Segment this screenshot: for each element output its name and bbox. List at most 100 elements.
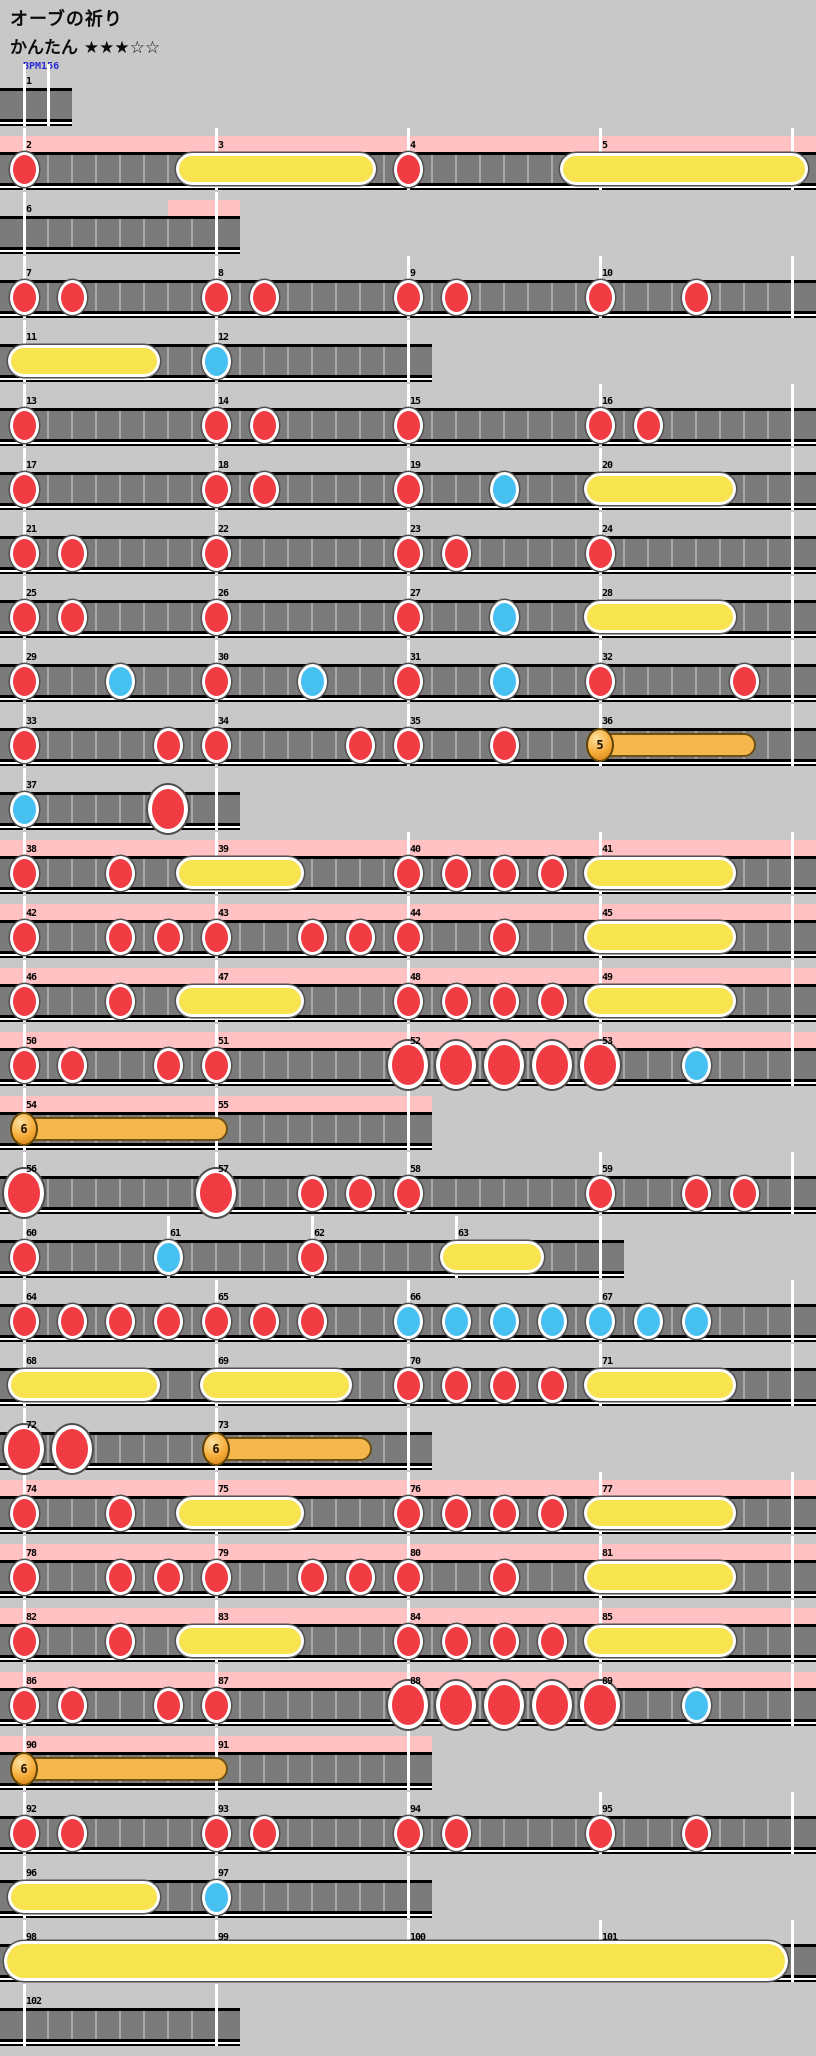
beat-line <box>95 411 97 439</box>
beat-line <box>95 475 97 503</box>
note-big-don <box>536 1045 568 1085</box>
beat-line <box>311 859 313 887</box>
note-don <box>108 987 132 1016</box>
measure-row: 17 18 19 20 <box>0 448 816 510</box>
beat-line <box>647 539 649 567</box>
measure-number: 27 <box>410 588 421 599</box>
note-don <box>396 1627 420 1656</box>
beat-line <box>239 667 241 695</box>
beat-line <box>623 1179 625 1207</box>
beat-line <box>143 859 145 887</box>
beat-line <box>623 1819 625 1847</box>
beat-line <box>575 1371 577 1399</box>
note-don <box>12 539 36 568</box>
beat-line <box>767 859 769 887</box>
beat-line <box>71 1179 73 1207</box>
beat-line <box>383 1435 385 1463</box>
measure-row: 74 75 76 77 <box>0 1472 816 1534</box>
measure-number: 5 <box>602 140 608 151</box>
note-don <box>348 1179 372 1208</box>
note-don <box>396 475 420 504</box>
beat-line <box>311 539 313 567</box>
beat-line <box>167 1435 169 1463</box>
measure-row: 46 47 48 49 <box>0 960 816 1022</box>
note-don <box>12 411 36 440</box>
note-don <box>60 539 84 568</box>
note-ka <box>204 1883 228 1912</box>
measure-number: 95 <box>602 1804 613 1815</box>
note-don <box>636 411 660 440</box>
measure-number: 26 <box>218 588 229 599</box>
beat-line <box>47 923 49 951</box>
measure-number: 2 <box>26 140 32 151</box>
measure-number: 47 <box>218 972 229 983</box>
measure-number: 48 <box>410 972 421 983</box>
beat-line <box>311 1499 313 1527</box>
measure-row: 50 51 52 53 <box>0 1024 816 1086</box>
beat-line <box>503 155 505 183</box>
beat-line <box>479 987 481 1015</box>
measure-number: 92 <box>26 1804 37 1815</box>
beat-line <box>143 283 145 311</box>
beat-line <box>287 411 289 439</box>
measure-row: 13 14 15 16 <box>0 384 816 446</box>
beat-line <box>551 603 553 631</box>
measure-number: 49 <box>602 972 613 983</box>
measure-number: 44 <box>410 908 421 919</box>
beat-line <box>431 155 433 183</box>
beat-line <box>383 1307 385 1335</box>
beat-line <box>383 1115 385 1143</box>
balloon-head: 5 <box>586 728 614 762</box>
measure-number: 79 <box>218 1548 229 1559</box>
beat-line <box>527 1179 529 1207</box>
note-ka <box>588 1307 612 1336</box>
measure-number: 51 <box>218 1036 229 1047</box>
beat-line <box>143 987 145 1015</box>
beat-line <box>527 1563 529 1591</box>
beat-line <box>719 1179 721 1207</box>
measure-row: 72 73 6 <box>0 1408 432 1470</box>
beat-line <box>167 1627 169 1655</box>
beat-line <box>359 1051 361 1079</box>
note-don <box>12 283 36 312</box>
note-don <box>540 1499 564 1528</box>
beat-line <box>47 1563 49 1591</box>
beat-line <box>743 1307 745 1335</box>
beat-line <box>287 923 289 951</box>
measure-number: 38 <box>26 844 37 855</box>
beat-line <box>143 1563 145 1591</box>
beat-line <box>767 731 769 759</box>
big-drumroll-bar <box>7 1944 785 1978</box>
beat-line <box>623 1051 625 1079</box>
beat-line <box>575 1051 577 1079</box>
measure-number: 54 <box>26 1100 37 1111</box>
beat-line <box>47 1499 49 1527</box>
beat-line <box>311 1883 313 1911</box>
beat-line <box>167 283 169 311</box>
beat-line <box>431 1243 433 1271</box>
beat-line <box>359 987 361 1015</box>
measure-number: 67 <box>602 1292 613 1303</box>
beat-line <box>95 1435 97 1463</box>
note-don <box>492 923 516 952</box>
beat-line <box>767 1819 769 1847</box>
fumen-chart: 1 2 3 4 5 6 7 8 9 10 11 12 13 14 15 16 17 18 19 20 21 22 23 24 2… <box>0 64 816 2056</box>
beat-line <box>647 1691 649 1719</box>
beat-line <box>767 1627 769 1655</box>
note-don <box>492 1627 516 1656</box>
measure-number: 55 <box>218 1100 229 1111</box>
measure-number: 102 <box>26 1996 42 2007</box>
beat-line <box>119 1243 121 1271</box>
note-don <box>588 1179 612 1208</box>
beat-line <box>767 1563 769 1591</box>
beat-line <box>671 411 673 439</box>
beat-line <box>47 1243 49 1271</box>
beat-line <box>191 795 193 823</box>
measure-number: 15 <box>410 396 421 407</box>
beat-line <box>167 155 169 183</box>
beat-line <box>95 1627 97 1655</box>
beat-line <box>239 1691 241 1719</box>
beat-line <box>383 347 385 375</box>
measure-number: 39 <box>218 844 229 855</box>
barline <box>791 448 794 510</box>
